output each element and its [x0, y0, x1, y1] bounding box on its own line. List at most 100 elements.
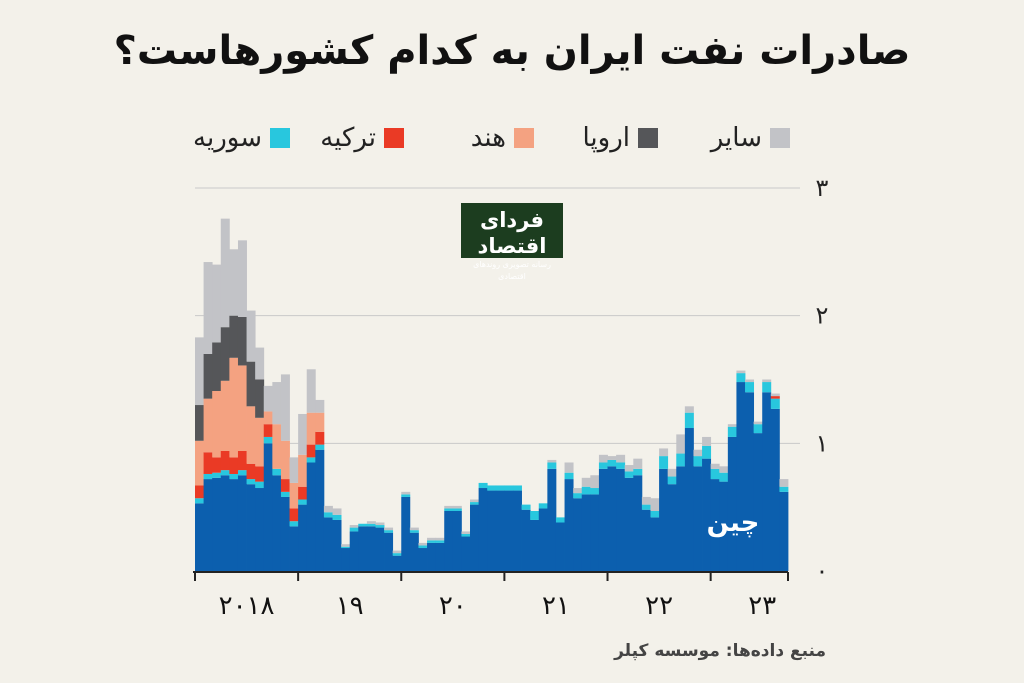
bar-segment: [280, 374, 290, 441]
bar-segment: [633, 468, 643, 476]
bar-segment: [676, 453, 686, 467]
bar-segment: [229, 473, 239, 480]
x-tick-label: ۲۲: [645, 591, 673, 621]
legend-item-india: هند: [471, 120, 534, 156]
bar-segment: [573, 488, 583, 494]
bar-segment: [616, 468, 626, 571]
bar-segment: [478, 482, 488, 489]
bar-segment: [263, 424, 273, 437]
bar-segment: [246, 361, 256, 407]
y-tick-label: ۳: [816, 174, 829, 202]
bar-segment: [366, 526, 376, 571]
bar-segment: [220, 470, 230, 476]
bar-segment: [461, 531, 471, 534]
bar-segment: [384, 527, 394, 531]
bar-segment: [478, 488, 488, 571]
bar-segment: [418, 548, 428, 571]
bar-segment: [461, 533, 471, 537]
bar-segment: [702, 436, 712, 446]
bar-segment: [315, 431, 325, 445]
bar-segment: [470, 504, 479, 571]
bar-segment: [212, 457, 222, 473]
bar-segment: [263, 443, 273, 571]
bar-segment: [375, 525, 385, 528]
bar-segment: [255, 488, 265, 571]
bar-segment: [237, 365, 247, 451]
bar-segment: [306, 457, 316, 463]
x-tick-label: ۲۳: [748, 591, 776, 621]
bar-segment: [392, 555, 402, 571]
legend-item-europe: اروپا: [583, 120, 658, 156]
bar-segment: [590, 488, 600, 495]
bar-segment: [435, 540, 445, 543]
bar-segment: [229, 479, 239, 571]
bar-segment: [203, 262, 213, 354]
bar-segment: [289, 526, 299, 571]
source-note: منبع داده‌ها: موسسه کپلر: [614, 641, 826, 661]
bar-segment: [564, 472, 574, 480]
bar-segment: [255, 481, 265, 489]
bar-segment: [203, 398, 213, 453]
bar-segment: [564, 462, 574, 473]
bar-segment: [246, 406, 256, 464]
bar-segment: [736, 382, 746, 571]
bar-segment: [212, 477, 222, 571]
bar-segment: [289, 521, 299, 527]
bar-segment: [255, 379, 265, 418]
x-tick-label: ۲۰۱۸: [219, 591, 275, 621]
bar-segment: [641, 496, 651, 505]
bar-segment: [461, 536, 471, 571]
legend: سایر اروپا هند ترکیه سوریه: [190, 120, 790, 156]
bar-segment: [727, 436, 737, 571]
bar-segment: [195, 405, 204, 441]
bar-segment: [332, 519, 342, 571]
chart-title: صادرات نفت ایران به کدام کشورهاست؟: [113, 28, 911, 74]
bar-segment: [452, 505, 462, 509]
bar-segment: [212, 342, 222, 391]
bar-segment: [547, 462, 557, 469]
bar-segment: [272, 475, 282, 571]
legend-swatch-india: [514, 128, 534, 148]
bar-segment: [315, 399, 325, 413]
bar-segment: [641, 509, 651, 571]
bar-segment: [246, 484, 256, 571]
bar-segment: [341, 548, 351, 571]
bar-segment: [693, 456, 703, 467]
bar-segment: [633, 458, 643, 469]
bar-segment: [323, 517, 333, 571]
bar-segment: [444, 508, 454, 511]
legend-swatch-syria: [270, 128, 290, 148]
bar-segment: [298, 504, 308, 571]
bar-segment: [555, 522, 565, 571]
bar-segment: [581, 486, 591, 495]
bar-segment: [470, 499, 479, 503]
bar-segment: [753, 433, 763, 571]
bar-segment: [220, 475, 230, 571]
bar-segment: [753, 424, 763, 434]
bar-segment: [298, 486, 308, 500]
bar-segment: [452, 508, 462, 511]
bar-segment: [624, 465, 634, 472]
bar-segment: [667, 484, 677, 571]
bar-segment: [392, 553, 402, 556]
bar-segment: [409, 527, 419, 531]
bar-segment: [195, 485, 204, 499]
bar-segment: [573, 498, 583, 571]
bar-segment: [298, 499, 308, 505]
bar-segment: [280, 496, 290, 571]
bar-segment: [581, 494, 591, 571]
bar-segment: [444, 505, 454, 509]
legend-swatch-other: [770, 128, 790, 148]
bar-segment: [203, 452, 213, 474]
bar-segment: [255, 417, 265, 467]
bar-segment: [332, 508, 342, 515]
bar-segment: [641, 504, 651, 510]
bar-segment: [203, 353, 213, 399]
bar-segment: [770, 408, 780, 571]
bar-segment: [255, 347, 265, 380]
bar-segment: [624, 477, 634, 571]
bar-segment: [676, 434, 686, 454]
bar-segment: [289, 508, 299, 522]
bar-segment: [315, 449, 325, 571]
